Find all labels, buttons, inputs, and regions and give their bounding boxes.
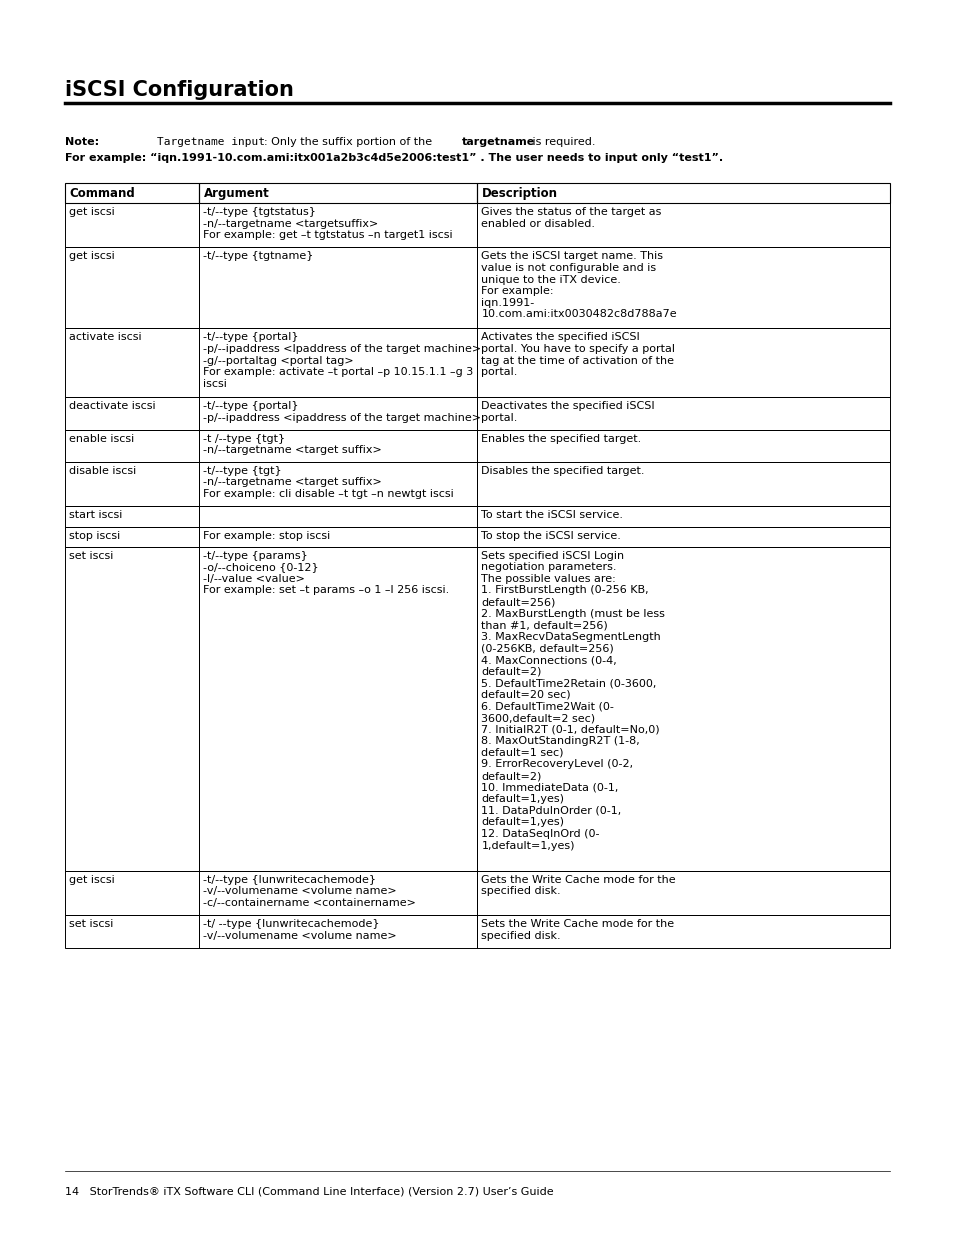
Text: -t/--type {tgt}
-n/--targetname <target suffix>
For example: cli disable –t tgt : -t/--type {tgt} -n/--targetname <target …	[203, 466, 454, 499]
Text: deactivate iscsi: deactivate iscsi	[69, 401, 155, 411]
Text: set iscsi: set iscsi	[69, 551, 113, 561]
Text: For example: stop iscsi: For example: stop iscsi	[203, 531, 331, 541]
Text: To start the iSCSI service.: To start the iSCSI service.	[481, 510, 623, 520]
Bar	[199, 462, 477, 506]
Bar	[477, 247, 889, 329]
Text: -t/--type {portal}
-p/--ipaddress <Ipaddress of the target machine>
-g/--portalt: -t/--type {portal} -p/--ipaddress <Ipadd…	[203, 332, 481, 389]
Bar	[65, 430, 199, 462]
Bar	[477, 462, 889, 506]
Text: is required.: is required.	[529, 137, 595, 147]
Text: -t/--type {params}
-o/--choiceno {0-12}
-l/--value <value>
For example: set –t p: -t/--type {params} -o/--choiceno {0-12} …	[203, 551, 449, 595]
Text: -t/ --type {lunwritecachemode}
-v/--volumename <volume name>: -t/ --type {lunwritecachemode} -v/--volu…	[203, 919, 396, 941]
Text: Disables the specified target.: Disables the specified target.	[481, 466, 644, 475]
Bar	[65, 247, 199, 329]
Bar	[199, 915, 477, 947]
Bar	[65, 871, 199, 915]
Text: -t/--type {tgtname}: -t/--type {tgtname}	[203, 252, 314, 262]
Bar	[477, 430, 889, 462]
Text: Description: Description	[481, 186, 557, 200]
Text: Sets specified iSCSI Login
negotiation parameters.
The possible values are:
1. F: Sets specified iSCSI Login negotiation p…	[481, 551, 664, 851]
Bar	[199, 203, 477, 247]
Text: set iscsi: set iscsi	[69, 919, 113, 929]
Bar	[199, 398, 477, 430]
Bar	[477, 183, 889, 203]
Text: To stop the iSCSI service.: To stop the iSCSI service.	[481, 531, 620, 541]
Bar	[65, 915, 199, 947]
Bar	[199, 506, 477, 526]
Text: -t/--type {tgtstatus}
-n/--targetname <targetsuffix>
For example: get –t tgtstat: -t/--type {tgtstatus} -n/--targetname <t…	[203, 207, 453, 240]
Text: get iscsi: get iscsi	[69, 252, 114, 262]
Text: Argument: Argument	[203, 186, 269, 200]
Text: : Only the suffix portion of the: : Only the suffix portion of the	[264, 137, 436, 147]
Text: disable iscsi: disable iscsi	[69, 466, 136, 475]
Text: Command: Command	[69, 186, 134, 200]
Bar	[65, 547, 199, 871]
Bar	[65, 329, 199, 398]
Bar	[65, 526, 199, 547]
Text: activate iscsi: activate iscsi	[69, 332, 141, 342]
Bar	[477, 506, 889, 526]
Bar	[65, 398, 199, 430]
Text: enable iscsi: enable iscsi	[69, 433, 134, 443]
Text: Activates the specified iSCSI
portal. You have to specify a portal
tag at the ti: Activates the specified iSCSI portal. Yo…	[481, 332, 675, 377]
Text: -t/--type {portal}
-p/--ipaddress <ipaddress of the target machine>: -t/--type {portal} -p/--ipaddress <ipadd…	[203, 401, 481, 422]
Bar	[477, 203, 889, 247]
Text: -t/--type {lunwritecachemode}
-v/--volumename <volume name>
-c/--containername <: -t/--type {lunwritecachemode} -v/--volum…	[203, 874, 416, 908]
Text: 14   StorTrends® iTX Software CLI (Command Line Interface) (Version 2.7) User’s : 14 StorTrends® iTX Software CLI (Command…	[65, 1187, 553, 1197]
Bar	[477, 547, 889, 871]
Text: Targetname input: Targetname input	[157, 137, 265, 147]
Text: Deactivates the specified iSCSI
portal.: Deactivates the specified iSCSI portal.	[481, 401, 655, 422]
Bar	[477, 329, 889, 398]
Text: targetname: targetname	[461, 137, 535, 147]
Text: Sets the Write Cache mode for the
specified disk.: Sets the Write Cache mode for the specif…	[481, 919, 674, 941]
Bar	[65, 183, 199, 203]
Text: For example: “iqn.1991-10.com.ami:itx001a2b3c4d5e2006:test1” . The user needs to: For example: “iqn.1991-10.com.ami:itx001…	[65, 153, 722, 163]
Bar	[199, 547, 477, 871]
Text: get iscsi: get iscsi	[69, 874, 114, 884]
Text: -t /--type {tgt}
-n/--targetname <target suffix>: -t /--type {tgt} -n/--targetname <target…	[203, 433, 382, 456]
Bar	[65, 506, 199, 526]
Bar	[199, 183, 477, 203]
Bar	[477, 915, 889, 947]
Bar	[477, 526, 889, 547]
Text: get iscsi: get iscsi	[69, 207, 114, 217]
Bar	[477, 398, 889, 430]
Bar	[199, 247, 477, 329]
Text: iSCSI Configuration: iSCSI Configuration	[65, 80, 294, 100]
Bar	[199, 526, 477, 547]
Bar	[65, 462, 199, 506]
Bar	[65, 203, 199, 247]
Text: Gives the status of the target as
enabled or disabled.: Gives the status of the target as enable…	[481, 207, 661, 228]
Text: Gets the iSCSI target name. This
value is not configurable and is
unique to the : Gets the iSCSI target name. This value i…	[481, 252, 677, 320]
Text: Enables the specified target.: Enables the specified target.	[481, 433, 641, 443]
Text: stop iscsi: stop iscsi	[69, 531, 120, 541]
Bar	[199, 329, 477, 398]
Text: start iscsi: start iscsi	[69, 510, 122, 520]
Bar	[199, 430, 477, 462]
Bar	[199, 871, 477, 915]
Text: Note:: Note:	[65, 137, 99, 147]
Text: Gets the Write Cache mode for the
specified disk.: Gets the Write Cache mode for the specif…	[481, 874, 676, 897]
Bar	[477, 871, 889, 915]
